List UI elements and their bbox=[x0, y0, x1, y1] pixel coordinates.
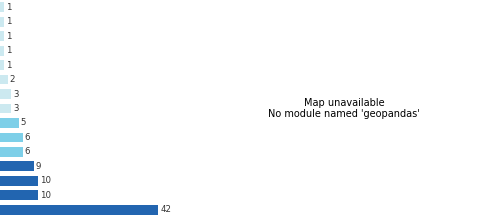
Text: 9: 9 bbox=[36, 162, 41, 171]
Bar bbox=[0, 118, 19, 128]
Text: Map unavailable
No module named 'geopandas': Map unavailable No module named 'geopand… bbox=[268, 98, 420, 119]
Bar bbox=[0, 31, 4, 41]
Text: 1: 1 bbox=[6, 46, 11, 55]
Text: 2: 2 bbox=[10, 75, 15, 84]
Text: 1: 1 bbox=[6, 32, 11, 41]
Text: 6: 6 bbox=[24, 147, 30, 156]
Text: 1: 1 bbox=[6, 17, 11, 26]
Text: 10: 10 bbox=[40, 191, 50, 200]
Bar bbox=[0, 75, 8, 84]
Bar bbox=[0, 60, 4, 70]
Bar bbox=[0, 176, 38, 186]
Text: 5: 5 bbox=[21, 118, 26, 127]
Bar bbox=[0, 89, 12, 99]
Bar bbox=[0, 17, 4, 27]
Bar bbox=[0, 46, 4, 56]
Text: 1: 1 bbox=[6, 3, 11, 12]
Bar bbox=[0, 190, 38, 200]
Bar bbox=[0, 2, 4, 12]
Text: 6: 6 bbox=[24, 133, 30, 142]
Text: 3: 3 bbox=[13, 104, 18, 113]
Bar bbox=[0, 161, 34, 171]
Text: 1: 1 bbox=[6, 61, 11, 70]
Bar bbox=[0, 205, 158, 215]
Bar bbox=[0, 133, 22, 142]
Text: 10: 10 bbox=[40, 176, 50, 185]
Text: 3: 3 bbox=[13, 90, 18, 99]
Bar bbox=[0, 147, 22, 157]
Bar bbox=[0, 104, 12, 113]
Text: 42: 42 bbox=[160, 205, 172, 214]
